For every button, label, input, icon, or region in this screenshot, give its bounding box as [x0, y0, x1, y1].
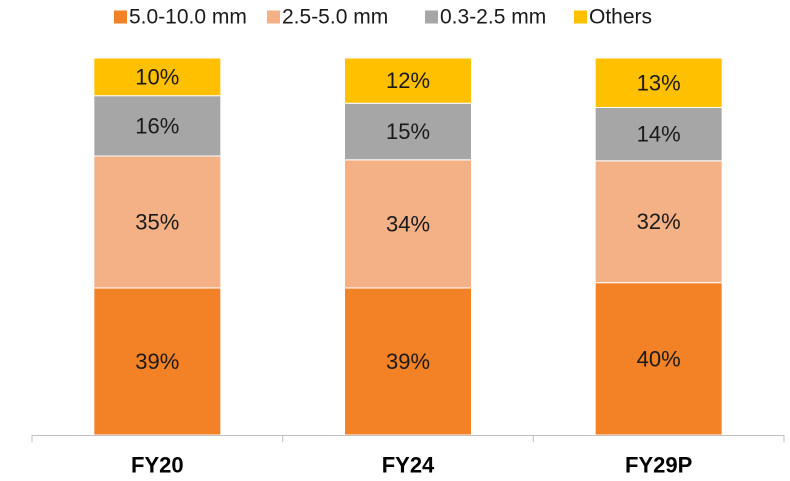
x-tick-label-fy29p: FY29P — [625, 453, 692, 478]
legend-swatch-1 — [267, 10, 280, 24]
bar-segment-fy20-1 — [93, 155, 222, 289]
data-label-fy29p-3: 13% — [637, 70, 681, 95]
data-label-fy24-1: 34% — [386, 211, 430, 236]
bar-segment-fy24-2 — [344, 102, 472, 161]
legend: 5.0-10.0 mm 2.5-5.0 mm 0.3-2.5 mm Others — [114, 6, 652, 29]
bar-segment-fy20-0 — [93, 287, 222, 436]
bar-segment-fy24-3 — [344, 57, 472, 104]
data-label-fy29p-2: 14% — [637, 122, 681, 147]
data-label-fy24-3: 12% — [386, 68, 430, 93]
bar-segment-fy20-3 — [93, 57, 222, 97]
data-label-fy24-0: 39% — [386, 349, 430, 374]
legend-label-0: 5.0-10.0 mm — [129, 6, 247, 29]
data-label-fy29p-0: 40% — [637, 346, 681, 371]
data-label-fy29p-1: 32% — [637, 209, 681, 234]
data-label-fy20-3: 10% — [135, 64, 179, 89]
legend-swatch-2 — [425, 10, 438, 24]
bar-segment-fy29p-3 — [594, 57, 723, 109]
x-tick-label-fy20: FY20 — [131, 453, 184, 478]
bar-segment-fy24-1 — [344, 159, 472, 289]
data-label-fy20-2: 16% — [135, 113, 179, 138]
data-label-fy20-0: 39% — [135, 349, 179, 374]
legend-swatch-0 — [114, 10, 127, 24]
x-axis: FY20 FY24 FY29P — [31, 435, 785, 478]
legend-label-3: Others — [589, 6, 652, 29]
data-label-fy20-1: 35% — [135, 209, 179, 234]
bars: 39% 35% 16% 10% 39% 34% 15% 12% 40% 32% 14% 13% — [93, 57, 723, 436]
bar-segment-fy24-0 — [344, 287, 472, 436]
bar-segment-fy29p-1 — [594, 160, 723, 284]
legend-label-2: 0.3-2.5 mm — [440, 6, 546, 29]
bar-segment-fy29p-2 — [594, 107, 723, 162]
legend-swatch-3 — [574, 10, 587, 24]
x-tick-label-fy24: FY24 — [382, 453, 435, 478]
legend-label-1: 2.5-5.0 mm — [282, 6, 388, 29]
data-label-fy24-2: 15% — [386, 119, 430, 144]
